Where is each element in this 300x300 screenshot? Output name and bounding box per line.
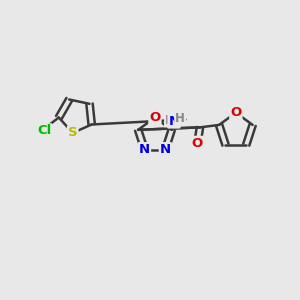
Text: H: H	[165, 113, 175, 127]
Text: N: N	[139, 143, 150, 156]
Text: O: O	[230, 106, 242, 119]
Text: N: N	[168, 115, 179, 128]
Text: Cl: Cl	[37, 124, 51, 137]
Text: S: S	[68, 126, 77, 140]
Text: N: N	[160, 143, 171, 156]
Text: H: H	[175, 112, 185, 124]
Text: O: O	[192, 137, 203, 150]
Text: O: O	[149, 111, 161, 124]
